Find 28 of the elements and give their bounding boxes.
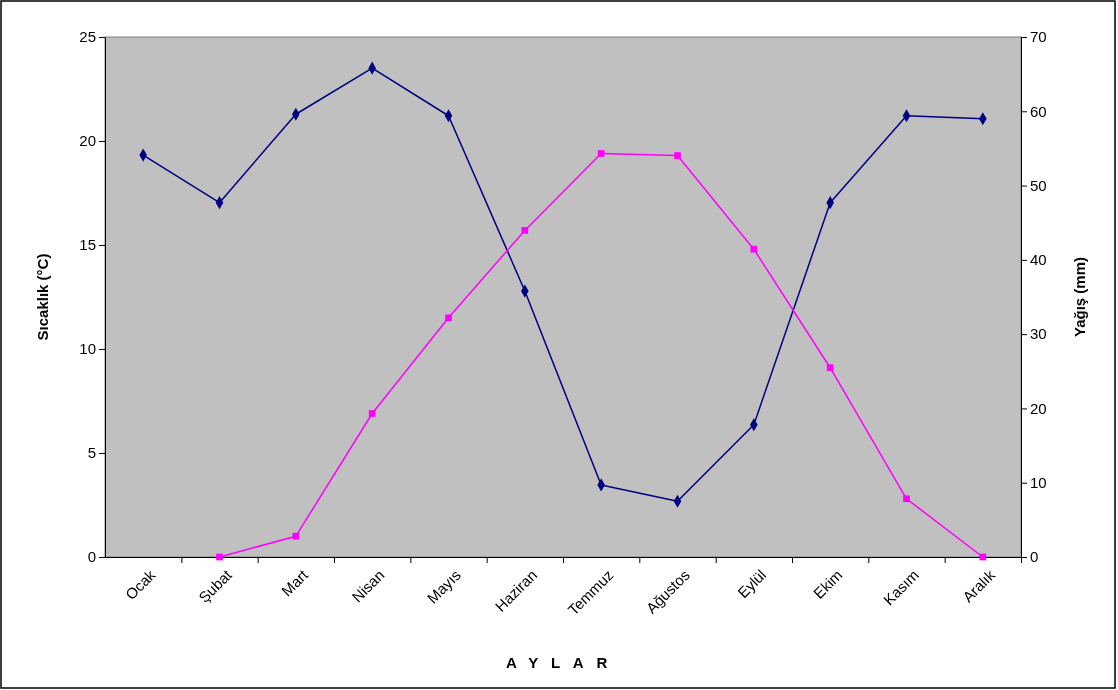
y-tick-label: 10	[79, 340, 96, 358]
y-tick-label: 25	[79, 28, 96, 46]
y2-tick-label: 40	[1030, 251, 1047, 269]
y2-tick-label: 70	[1030, 28, 1047, 46]
point	[216, 553, 223, 561]
point	[445, 314, 452, 322]
y2-axis-title: Yağış (mm)	[1071, 256, 1088, 338]
y2-tick-label: 50	[1030, 176, 1047, 194]
y-tick-label: 20	[79, 132, 96, 150]
point	[521, 227, 529, 234]
y-tick-label: 0	[87, 548, 96, 566]
point	[903, 495, 910, 503]
y-axis-title: Sıcaklık (°C)	[34, 253, 51, 341]
y2-tick-label: 10	[1030, 474, 1047, 492]
y2-tick-label: 30	[1030, 325, 1047, 343]
point	[826, 364, 834, 372]
point	[368, 410, 376, 417]
y-tick-label: 15	[79, 236, 96, 254]
y2-tick-label: 60	[1030, 102, 1047, 120]
point	[979, 553, 987, 561]
point	[674, 152, 681, 159]
y2-tick-label: 0	[1030, 548, 1039, 566]
x-axis-title: AYLAR	[505, 654, 621, 671]
point	[292, 532, 300, 540]
point	[597, 150, 605, 157]
point	[750, 245, 758, 253]
y2-tick-label: 20	[1030, 399, 1047, 417]
y-tick-label: 5	[87, 444, 96, 462]
